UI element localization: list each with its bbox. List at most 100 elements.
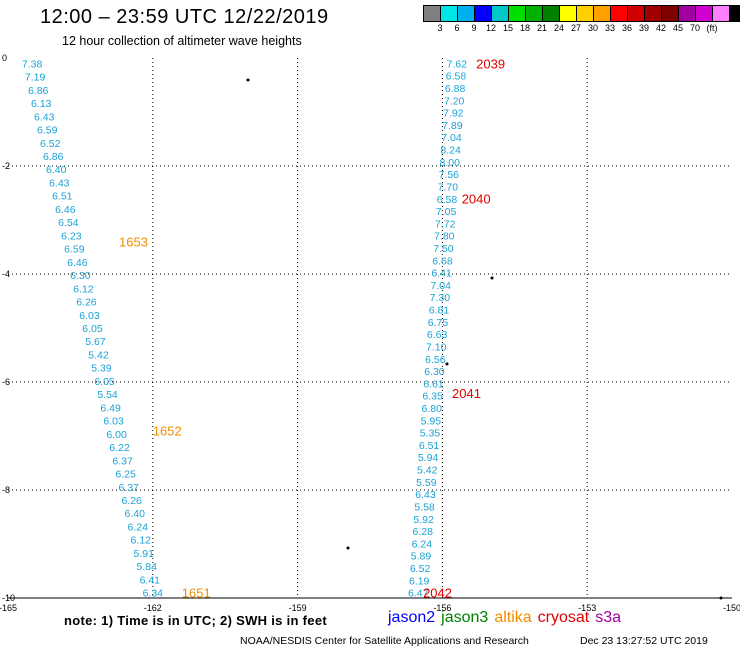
colorbar-label: 12 (485, 23, 497, 33)
wave-height-value: 8.24 (440, 145, 461, 157)
colorbar-swatch (492, 6, 509, 21)
wave-height-value: 5.84 (137, 561, 158, 573)
wave-height-colorbar (423, 5, 740, 22)
pass-time-label: 2042 (423, 586, 452, 601)
wave-height-value: 6.25 (115, 469, 136, 481)
colorbar-swatch (441, 6, 458, 21)
wave-height-value: 5.92 (413, 514, 434, 526)
wave-height-value: 5.89 (411, 551, 432, 563)
colorbar-label: 18 (519, 23, 531, 33)
colorbar-swatch (577, 6, 594, 21)
wave-height-value: 7.62 (447, 58, 468, 70)
wave-height-value: 6.37 (112, 455, 133, 467)
wave-height-value: 6.46 (67, 257, 88, 269)
wave-height-value: 6.86 (28, 85, 49, 97)
wave-height-value: 6.49 (100, 402, 121, 414)
wave-height-value: 6.30 (70, 270, 91, 282)
pass-time-label: 2039 (476, 56, 505, 71)
wave-height-value: 7.89 (442, 120, 463, 132)
wave-height-value: 6.51 (52, 191, 73, 203)
wave-height-value: 6.12 (73, 283, 94, 295)
island-marker (719, 596, 723, 600)
y-tick-label: -2 (2, 161, 10, 171)
colorbar-label: 45 (672, 23, 684, 33)
island-marker (346, 546, 350, 550)
satellite-legend-item: jason2 (388, 609, 436, 626)
pass-time-label: 1651 (182, 586, 211, 601)
wave-height-value: 6.43 (49, 177, 70, 189)
wave-height-value: 5.42 (88, 349, 109, 361)
x-tick-label: -150 (723, 603, 740, 613)
page-title: 12:00 – 23:59 UTC 12/22/2019 (40, 6, 329, 28)
wave-height-value: 5.35 (420, 428, 441, 440)
colorbar-swatch (560, 6, 577, 21)
pass-time-label: 1652 (153, 424, 182, 439)
axis-ticks: -165 -162 -159 -156 -153 -150 0 -2 -4 -6 -8 -10 (0, 53, 740, 613)
wave-height-value: 6.12 (131, 535, 152, 547)
colorbar-label: 6 (454, 23, 460, 33)
wave-height-value: 6.23 (61, 230, 82, 242)
wave-height-value: 6.59 (37, 125, 58, 137)
wave-height-value: 6.75 (428, 317, 449, 329)
wave-height-value: 5.54 (97, 389, 118, 401)
wave-height-value: 6.24 (127, 521, 148, 533)
wave-height-value: 7.30 (430, 292, 451, 304)
wave-height-value: 7.04 (430, 280, 451, 292)
wave-height-value: 6.52 (40, 138, 61, 150)
wave-height-value: 6.46 (55, 204, 76, 216)
wave-height-value: 5.95 (421, 415, 442, 427)
colorbar-label: 36 (621, 23, 633, 33)
wave-height-value: 5.94 (418, 452, 439, 464)
x-tick-label: -156 (433, 603, 451, 613)
wave-height-value: 6.81 (429, 305, 450, 317)
colorbar-label: 42 (655, 23, 667, 33)
wave-height-value: 6.03 (79, 310, 100, 322)
wave-height-value: 6.52 (410, 563, 431, 575)
wave-height-value: 5.59 (416, 477, 437, 489)
y-tick-label: -10 (2, 593, 15, 603)
wave-height-value: 6.26 (121, 495, 142, 507)
island-marker (445, 362, 449, 366)
wave-height-value: 8.00 (439, 157, 460, 169)
wave-height-value: 7.38 (22, 58, 43, 70)
pass-time-label: 2041 (452, 386, 481, 401)
colorbar-label: 3 (437, 23, 443, 33)
wave-height-value: 6.03 (103, 416, 124, 428)
wave-height-value: 6.19 (409, 575, 430, 587)
x-tick-label: -162 (144, 603, 162, 613)
wave-height-value: 6.86 (43, 151, 64, 163)
wave-height-value: 6.41 (431, 268, 452, 280)
colorbar-swatch (730, 6, 740, 21)
satellite-legend-item: s3a (595, 609, 622, 626)
wave-height-value: 5.91 (134, 548, 155, 560)
wave-height-value: 6.35 (422, 391, 443, 403)
wave-height-value: 6.56 (425, 354, 446, 366)
wave-height-value: 7.80 (434, 231, 455, 243)
wave-height-value: 6.58 (437, 194, 458, 206)
wave-height-value: 6.51 (419, 440, 440, 452)
colorbar-swatch (543, 6, 560, 21)
colorbar-label: 39 (638, 23, 650, 33)
colorbar-label: 70 (689, 23, 701, 33)
wave-height-value: 7.92 (443, 108, 464, 120)
satellite-legend-item: altika (494, 609, 532, 626)
wave-height-value: 5.58 (414, 501, 435, 513)
colorbar-label: (ft) (706, 23, 718, 33)
wave-height-value: 6.41 (140, 574, 161, 586)
wave-height-value: 6.30 (424, 366, 445, 378)
island-marker (246, 78, 250, 82)
colorbar-label: 27 (570, 23, 582, 33)
wave-height-value: 5.67 (85, 336, 106, 348)
wave-height-value: 6.05 (94, 376, 115, 388)
wave-height-value: 7.19 (25, 72, 46, 84)
wave-height-value: 5.42 (417, 465, 438, 477)
colorbar-swatch (679, 6, 696, 21)
wave-height-value: 6.24 (412, 538, 433, 550)
colorbar-swatch (645, 6, 662, 21)
colorbar-label: 15 (502, 23, 514, 33)
wave-height-value: 6.43 (34, 111, 55, 123)
pass-time-label: 2040 (462, 191, 491, 206)
colorbar-swatch (475, 6, 492, 21)
colorbar-swatch (526, 6, 543, 21)
